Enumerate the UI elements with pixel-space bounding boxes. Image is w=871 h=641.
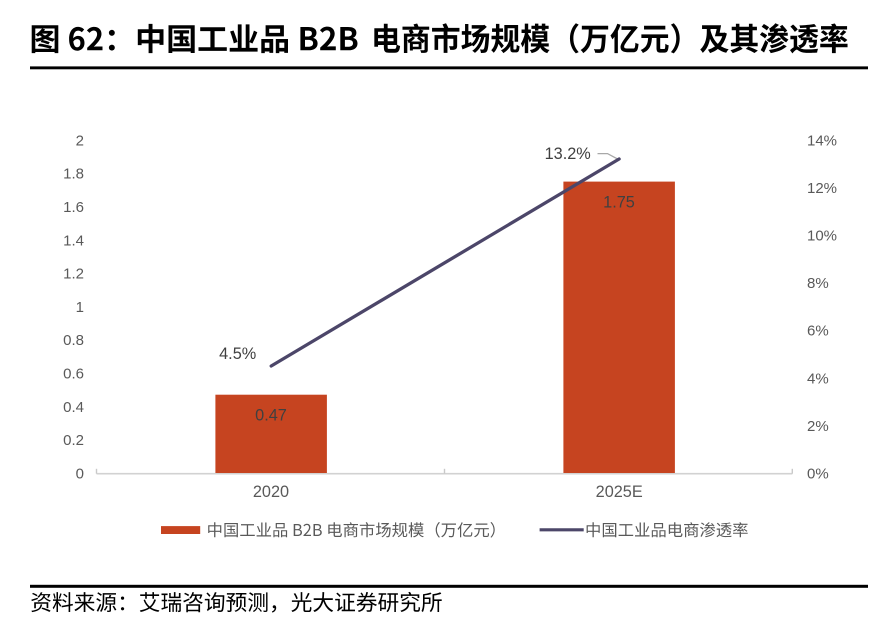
svg-text:6%: 6% bbox=[807, 323, 829, 340]
svg-text:13.2%: 13.2% bbox=[545, 145, 591, 163]
svg-text:0.47: 0.47 bbox=[255, 406, 287, 424]
svg-text:1: 1 bbox=[76, 299, 84, 316]
svg-text:0: 0 bbox=[76, 465, 84, 482]
svg-text:1.2: 1.2 bbox=[63, 266, 84, 283]
svg-text:1.6: 1.6 bbox=[63, 199, 84, 216]
svg-text:0.6: 0.6 bbox=[63, 366, 84, 383]
svg-text:2: 2 bbox=[76, 132, 84, 149]
svg-text:2025E: 2025E bbox=[596, 483, 643, 501]
svg-text:14%: 14% bbox=[807, 132, 837, 149]
svg-text:4%: 4% bbox=[807, 370, 829, 387]
svg-text:1.75: 1.75 bbox=[603, 193, 635, 211]
svg-text:8%: 8% bbox=[807, 275, 829, 292]
svg-text:2020: 2020 bbox=[253, 483, 289, 501]
svg-text:0.8: 0.8 bbox=[63, 332, 84, 349]
svg-text:10%: 10% bbox=[807, 228, 837, 245]
svg-text:0%: 0% bbox=[807, 465, 829, 482]
svg-text:2%: 2% bbox=[807, 418, 829, 435]
svg-text:0.4: 0.4 bbox=[63, 399, 84, 416]
svg-text:4.5%: 4.5% bbox=[219, 345, 256, 363]
svg-text:12%: 12% bbox=[807, 180, 837, 197]
svg-text:0.2: 0.2 bbox=[63, 432, 84, 449]
svg-text:1.4: 1.4 bbox=[63, 232, 84, 249]
svg-text:1.8: 1.8 bbox=[63, 166, 84, 183]
